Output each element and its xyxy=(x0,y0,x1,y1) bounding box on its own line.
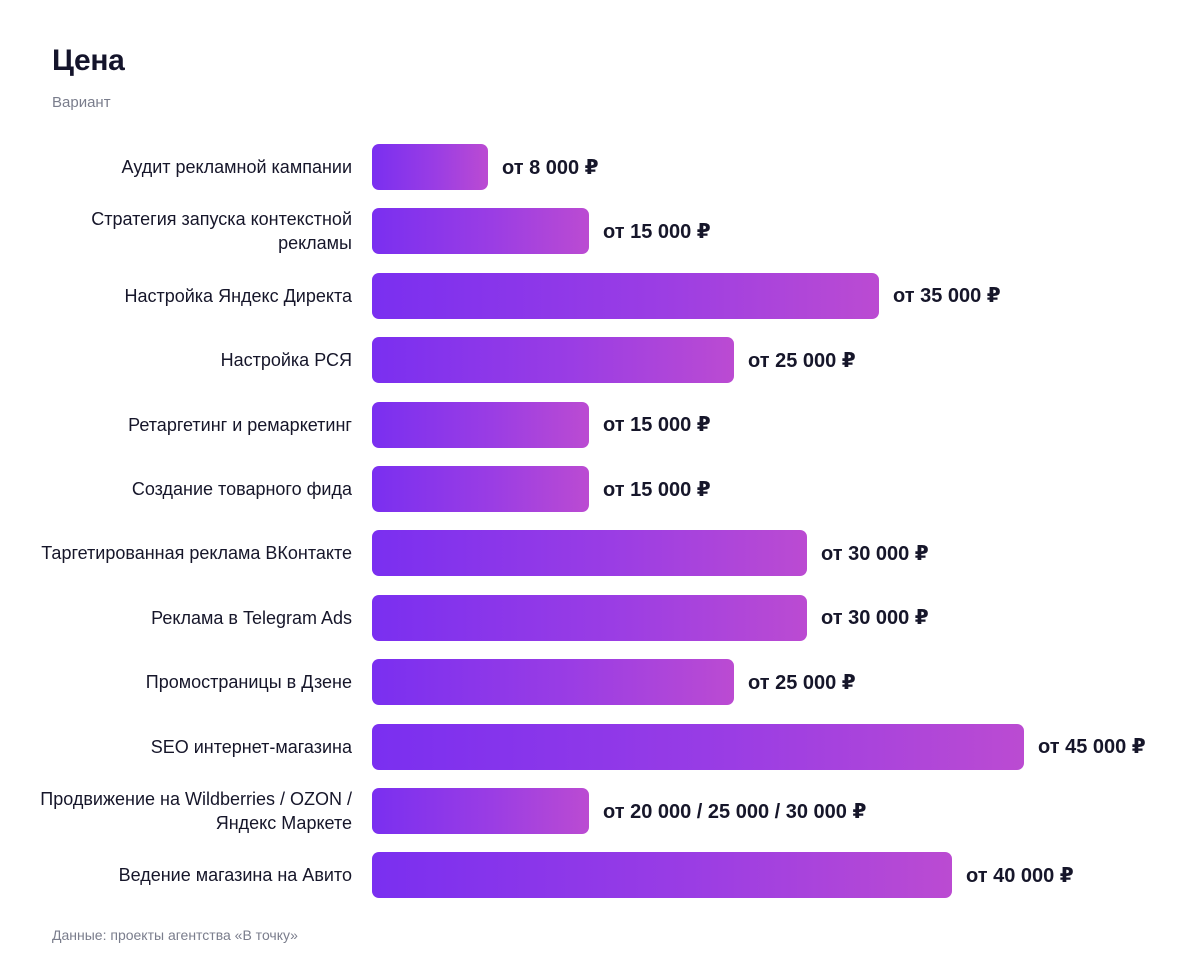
bar-row: Реклама в Telegram Ads от 30 000 ₽ xyxy=(0,594,1200,641)
bar-row: SEO интернет-магазина от 45 000 ₽ xyxy=(0,723,1200,770)
bar xyxy=(372,852,952,899)
chart-title: Цена xyxy=(52,44,125,77)
bar-row: Продвижение на Wildberries / OZON / Янде… xyxy=(0,788,1200,834)
category-label: Промостраницы в Дзене xyxy=(145,672,352,693)
value-label: от 30 000 ₽ xyxy=(821,542,929,565)
bar xyxy=(372,401,589,448)
value-label: от 15 000 ₽ xyxy=(603,414,711,437)
bar xyxy=(372,208,589,255)
bar-row: Ведение магазина на Авито от 40 000 ₽ xyxy=(0,852,1200,899)
bar-row: Настройка РСЯ от 25 000 ₽ xyxy=(0,337,1200,384)
category-label: Создание товарного фида xyxy=(131,479,352,499)
bar-row: Таргетированная реклама ВКонтакте от 30 0… xyxy=(0,530,1200,577)
bar xyxy=(372,272,879,319)
bar-row: Аудит рекламной кампании от 8 000 ₽ xyxy=(0,144,1200,190)
value-label: от 25 000 ₽ xyxy=(748,671,856,694)
category-label: Стратегия запуска контекстной рекламы xyxy=(91,209,352,254)
bar xyxy=(372,788,589,834)
category-label: Реклама в Telegram Ads xyxy=(151,607,352,628)
bar xyxy=(372,659,734,706)
category-label: Аудит рекламной кампании xyxy=(121,157,352,177)
bar-row: Настройка Яндекс Директа от 35 000 ₽ xyxy=(0,272,1200,319)
bar xyxy=(372,144,488,190)
value-label: от 25 000 ₽ xyxy=(748,349,856,372)
value-label: от 15 000 ₽ xyxy=(603,220,711,243)
bar-row: Создание товарного фида от 15 000 ₽ xyxy=(0,466,1200,512)
bar-row: Ретаргетинг и ремаркетинг от 15 000 ₽ xyxy=(0,401,1200,448)
bar xyxy=(372,466,589,512)
bar xyxy=(372,530,807,577)
value-label: от 20 000 / 25 000 / 30 000 ₽ xyxy=(603,800,867,823)
value-label: от 40 000 ₽ xyxy=(966,864,1074,887)
bar-row: Промостраницы в Дзене от 25 000 ₽ xyxy=(0,659,1200,706)
bar-row: Стратегия запуска контекстной рекламы от … xyxy=(0,208,1200,255)
category-label: Ведение магазина на Авито xyxy=(118,865,352,886)
category-label: Продвижение на Wildberries / OZON / Янде… xyxy=(40,789,352,833)
category-label: Таргетированная реклама ВКонтакте xyxy=(41,543,352,564)
bar xyxy=(372,337,734,384)
chart-subtitle: Вариант xyxy=(52,94,111,111)
bar xyxy=(372,723,1024,770)
category-label: SEO интернет-магазина xyxy=(150,736,352,757)
category-label: Ретаргетинг и ремаркетинг xyxy=(128,414,352,435)
value-label: от 45 000 ₽ xyxy=(1038,736,1146,759)
value-label: от 30 000 ₽ xyxy=(821,607,929,630)
value-label: от 8 000 ₽ xyxy=(502,156,599,179)
source-note: Данные: проекты агентства «В точку» xyxy=(52,927,298,943)
category-label: Настройка РСЯ xyxy=(220,350,352,371)
bar xyxy=(372,594,807,641)
category-label: Настройка Яндекс Директа xyxy=(124,285,352,306)
value-label: от 15 000 ₽ xyxy=(603,478,711,501)
value-label: от 35 000 ₽ xyxy=(893,285,1001,308)
